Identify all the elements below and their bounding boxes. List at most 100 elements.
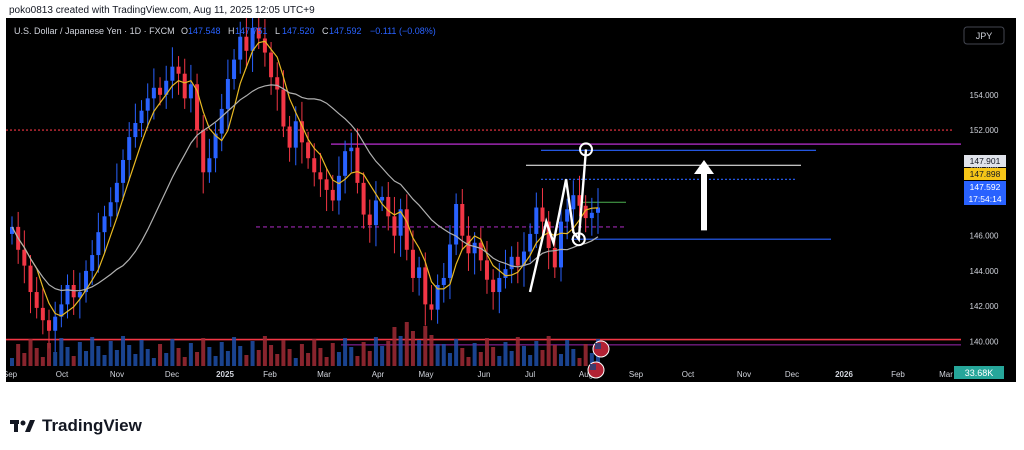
candle-body [429, 304, 434, 310]
volume-bar [10, 358, 14, 366]
candle-body [269, 52, 274, 78]
volume-bar [102, 355, 107, 366]
price-label: 147.901 [970, 156, 1001, 166]
volume-bar [262, 336, 267, 366]
x-tick-label: May [418, 370, 433, 379]
candle-body [447, 244, 452, 278]
candle-body [491, 279, 496, 293]
tradingview-logo-icon [10, 420, 35, 432]
candle-body [293, 121, 298, 148]
volume-bar [565, 340, 570, 366]
tradingview-logo[interactable]: TradingView [10, 416, 142, 436]
volume-bar [558, 354, 563, 366]
candle-body [59, 304, 64, 317]
candle-body [195, 84, 200, 131]
volume-bar [225, 351, 230, 366]
price-label-bg [964, 155, 1006, 167]
volume-bar [380, 346, 385, 366]
candle-body [312, 158, 317, 173]
candle-body [355, 147, 360, 183]
volume-bar [127, 345, 132, 366]
projection-drawing [528, 142, 714, 293]
ohlc-key: O [181, 26, 188, 36]
volume-bar [133, 354, 138, 366]
volume-bar [392, 327, 397, 366]
volume-bar [108, 341, 113, 366]
volume-bar [176, 348, 181, 366]
x-tick-label: Apr [372, 370, 385, 379]
price-label-bg [964, 193, 1006, 205]
candle-body [472, 242, 477, 254]
ohlc-key: H [228, 26, 235, 36]
y-tick-label: 146.000 [970, 232, 999, 241]
ohlc-value: 147.592 [329, 26, 362, 36]
candle-body [65, 285, 70, 305]
volume-label: 33.68K [954, 366, 1004, 379]
candle-body [176, 66, 181, 74]
candle-body [552, 248, 557, 268]
volume-bar [47, 343, 52, 366]
ohlc-value: 147.751 [235, 26, 268, 36]
volume-bar [521, 346, 526, 366]
candle-body [164, 80, 169, 95]
volume-bar [139, 340, 144, 366]
y-tick-label: 142.000 [970, 302, 999, 311]
volume-bar [306, 353, 311, 366]
volume-bar [151, 358, 156, 366]
time-axis: Sep Oct Nov Dec 2025 Feb Mar Apr May Jun Jul Aug Sep… [3, 370, 953, 379]
us-flag-icon-2[interactable] [587, 361, 605, 379]
volume-bar [318, 348, 323, 366]
volume-bar [293, 358, 298, 366]
candle-body [589, 212, 594, 219]
volume-bar [207, 347, 212, 366]
volume-bar [170, 339, 175, 366]
y-tick-label: 152.000 [970, 126, 999, 135]
volume-bar [34, 348, 39, 366]
candle-body [441, 277, 446, 285]
candle-body [306, 142, 311, 159]
candle-body [540, 207, 545, 222]
volume-bar [552, 345, 557, 366]
price-labels: 147.901 147.898 147.592 17:54:14 [964, 155, 1006, 205]
svg-text:33.68K: 33.68K [965, 368, 994, 378]
volume-bar [164, 353, 169, 366]
candle-body [515, 256, 520, 266]
volume-bar [491, 347, 496, 366]
x-tick-label: Mar [939, 370, 953, 379]
volume-bars [10, 322, 600, 366]
x-tick-label: Dec [165, 370, 179, 379]
volume-bar [312, 339, 317, 366]
volume-bar [349, 347, 354, 366]
projection-low-marker [571, 232, 586, 247]
volume-bar [77, 342, 82, 366]
candle-body [207, 158, 212, 173]
candle-body [509, 256, 514, 270]
chart-panel[interactable]: 154.000152.000150.000148.000146.000144.0… [3, 12, 1016, 382]
candle-body [238, 36, 243, 60]
price-axis: 154.000152.000150.000148.000146.000144.0… [970, 91, 999, 347]
candle-body [127, 137, 132, 160]
candle-body [158, 87, 163, 95]
candle-body [53, 316, 58, 331]
volume-bar [22, 353, 27, 366]
candle-body [367, 214, 372, 226]
volume-bar [509, 351, 514, 366]
ohlc-key: C [322, 26, 329, 36]
candle-body [503, 269, 508, 278]
candle-body [460, 204, 465, 236]
candle-body [349, 147, 354, 152]
candle-body [275, 77, 280, 90]
volume-bar [373, 337, 378, 366]
us-flag-icon[interactable] [592, 340, 610, 358]
volume-bar [299, 344, 304, 366]
volume-bar [188, 343, 193, 366]
volume-bar [343, 338, 348, 366]
volume-bar [497, 356, 502, 366]
volume-bar [503, 342, 508, 366]
currency-button[interactable]: JPY [963, 26, 1005, 45]
price-label-bg [964, 168, 1006, 180]
candle-body [324, 179, 329, 190]
projection-high-marker [579, 142, 593, 157]
price-chart[interactable]: 154.000152.000150.000148.000146.000144.0… [3, 12, 1016, 382]
volume-bar [534, 341, 539, 366]
